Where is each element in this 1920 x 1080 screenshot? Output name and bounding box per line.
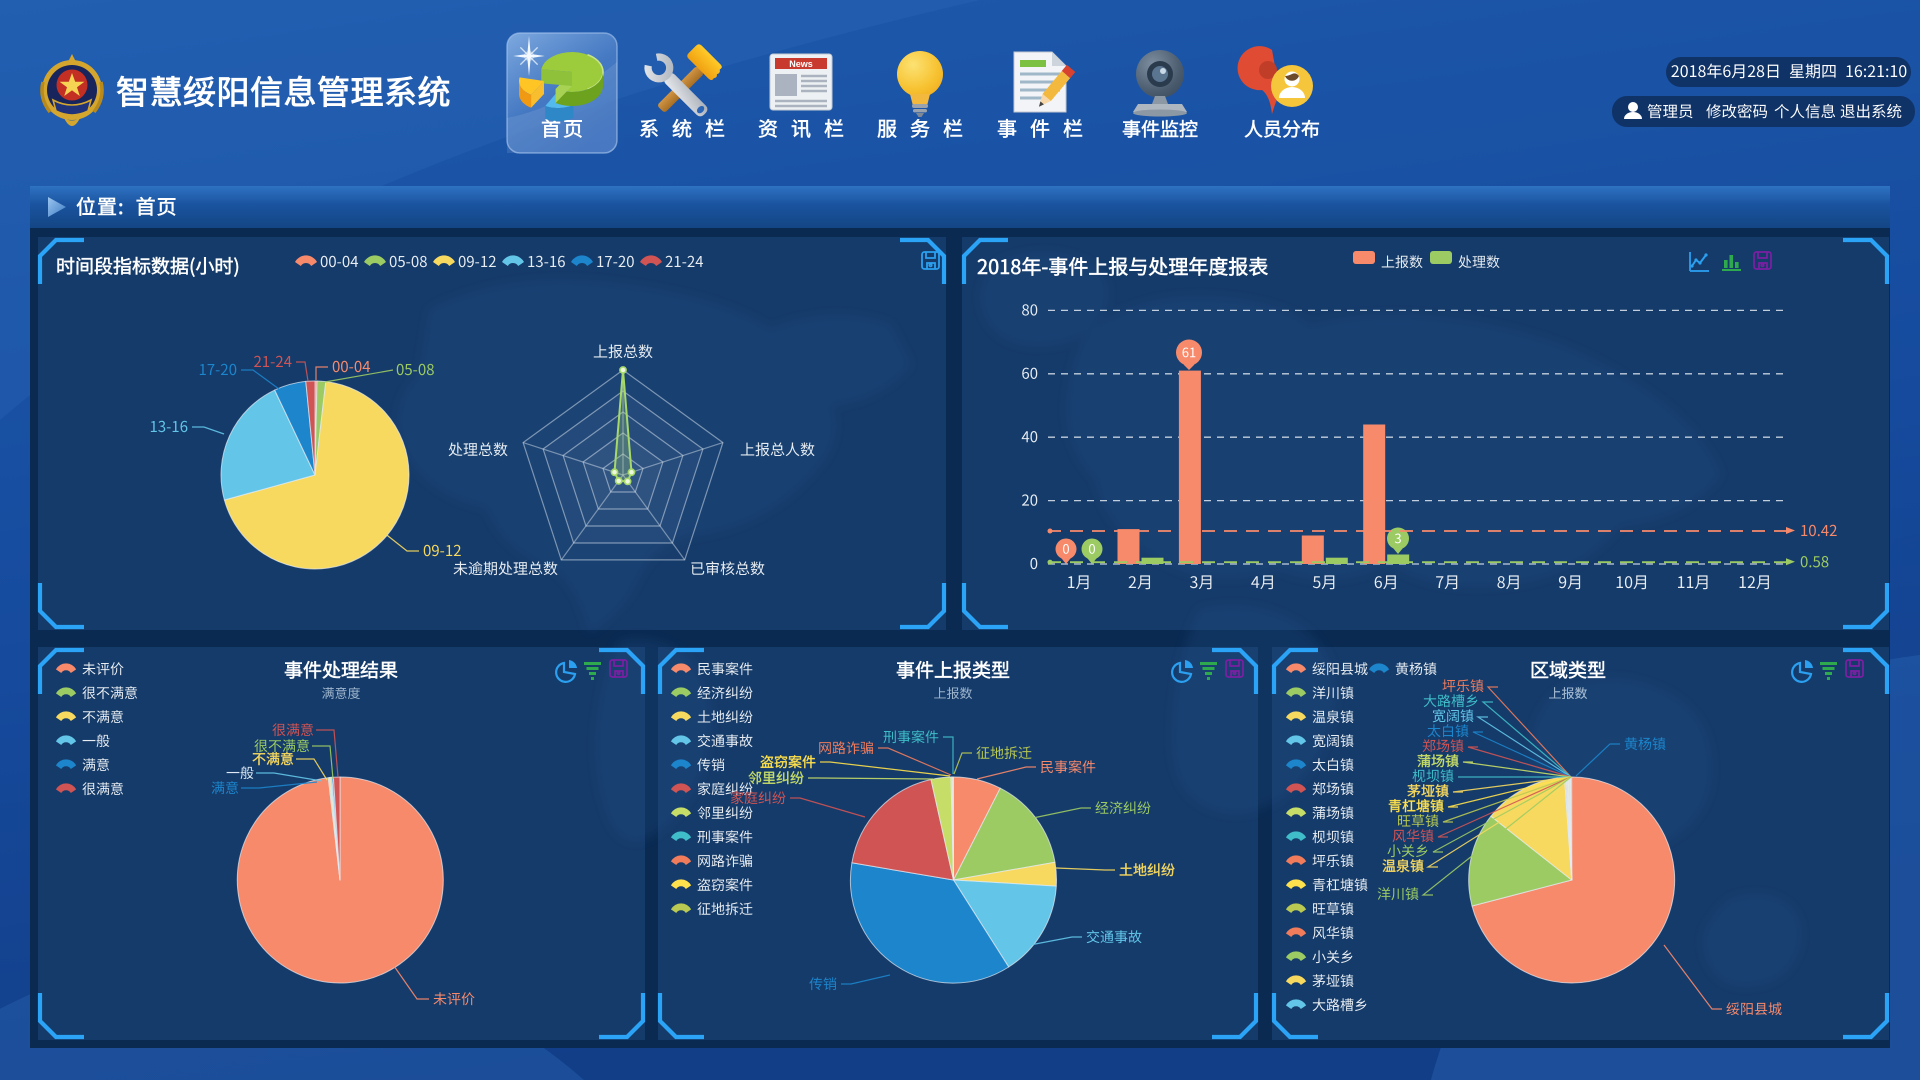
svg-text:News: News <box>789 59 813 69</box>
